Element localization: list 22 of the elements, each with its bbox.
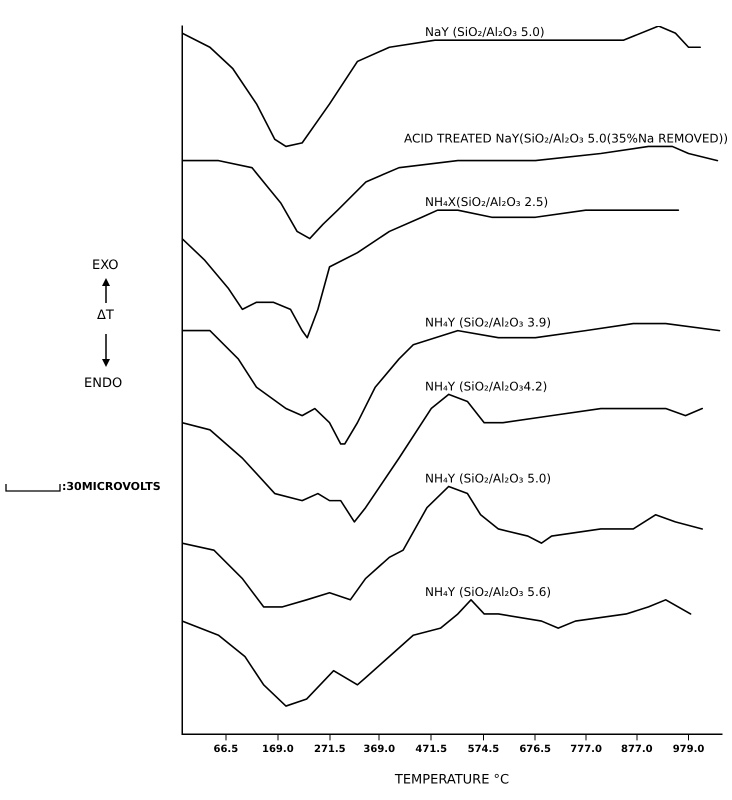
series-label: NH₄Y (SiO₂/Al₂O₃ 3.9): [425, 316, 552, 330]
x-tick-label: 169.0: [262, 744, 294, 755]
text: EXO: [92, 258, 119, 273]
series-label: NaY (SiO₂/Al₂O₃ 5.0): [425, 25, 545, 40]
series-label: NH₄Y (SiO₂/Al₂O₃ 5.0): [425, 471, 552, 486]
x-tick-label: 676.5: [519, 744, 552, 755]
x-tick-label: 979.0: [672, 744, 704, 755]
x-tick-label: 369.0: [363, 744, 396, 755]
text: ΔT: [97, 308, 114, 323]
x-tick-label: 471.5: [415, 744, 448, 755]
x-tick-label: 777.0: [570, 744, 602, 755]
series-label: NH₄Y (SiO₂/Al₂O₃ 5.6): [425, 584, 552, 599]
series-label: ACID TREATED NaY(SiO₂/Al₂O₃ 5.0(35%Na REMOVED)): [404, 131, 728, 146]
x-tick-label: 271.5: [314, 744, 346, 755]
x-tick-label: 574.5: [468, 744, 500, 755]
x-tick-label: 877.0: [620, 744, 653, 755]
series-label: NH₄X(SiO₂/Al₂O₃ 2.5): [425, 195, 548, 210]
series-label: NH₄Y (SiO₂/Al₂O₃4.2): [425, 379, 548, 394]
text: :30MICROVOLTS: [62, 480, 161, 493]
x-tick-label: 66.5: [214, 744, 238, 755]
x-axis-title: TEMPERATURE °C: [394, 772, 510, 788]
text: ENDO: [84, 376, 122, 391]
